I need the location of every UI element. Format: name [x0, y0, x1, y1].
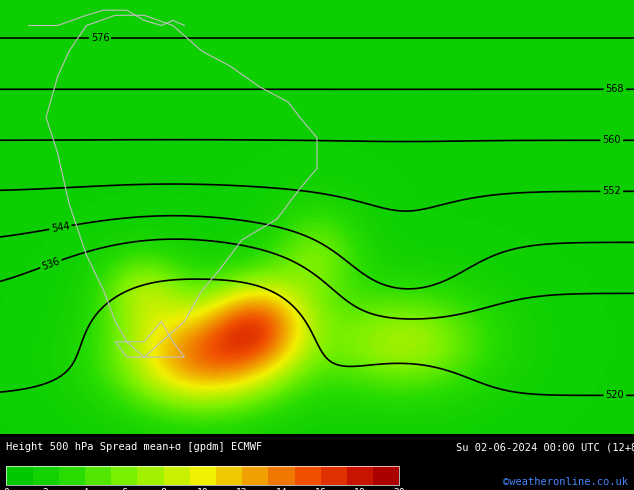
- Bar: [347, 466, 373, 486]
- Text: Height 500 hPa Spread mean+σ [gpdm] ECMWF: Height 500 hPa Spread mean+σ [gpdm] ECMW…: [6, 442, 262, 452]
- Text: 4: 4: [82, 489, 88, 490]
- Bar: [216, 466, 242, 486]
- Bar: [268, 466, 295, 486]
- Text: 16: 16: [315, 489, 327, 490]
- Bar: [111, 466, 138, 486]
- Bar: [295, 466, 321, 486]
- Text: 560: 560: [602, 135, 621, 146]
- Text: 576: 576: [91, 33, 110, 43]
- Text: Su 02-06-2024 00:00 UTC (12+84): Su 02-06-2024 00:00 UTC (12+84): [456, 442, 634, 452]
- Bar: [32, 466, 59, 486]
- Bar: [59, 466, 85, 486]
- Bar: [164, 466, 190, 486]
- Bar: [321, 466, 347, 486]
- Text: 520: 520: [605, 391, 624, 400]
- Bar: [373, 466, 399, 486]
- Bar: [190, 466, 216, 486]
- Text: 12: 12: [236, 489, 248, 490]
- Text: 2: 2: [42, 489, 49, 490]
- Text: 0: 0: [3, 489, 10, 490]
- Text: 552: 552: [602, 186, 621, 196]
- Text: 20: 20: [394, 489, 405, 490]
- Text: 18: 18: [354, 489, 366, 490]
- Bar: [6, 466, 32, 486]
- Text: 10: 10: [197, 489, 209, 490]
- Text: 14: 14: [276, 489, 287, 490]
- Text: 536: 536: [41, 256, 61, 272]
- Text: 544: 544: [51, 221, 70, 234]
- Text: 568: 568: [605, 84, 624, 94]
- Text: 8: 8: [160, 489, 167, 490]
- Bar: [6, 466, 399, 486]
- Bar: [242, 466, 268, 486]
- Text: ©weatheronline.co.uk: ©weatheronline.co.uk: [503, 477, 628, 487]
- Text: 6: 6: [121, 489, 127, 490]
- Bar: [85, 466, 111, 486]
- Bar: [138, 466, 164, 486]
